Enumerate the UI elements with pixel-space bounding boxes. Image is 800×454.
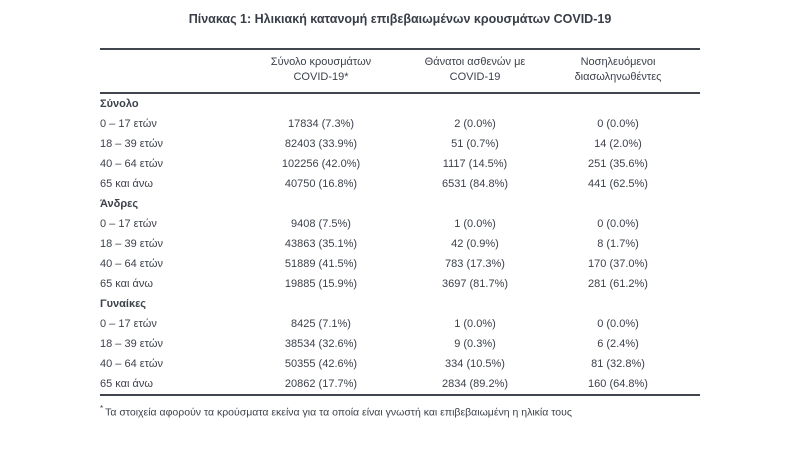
deaths-cell: 783 (17.3%) <box>445 258 505 270</box>
deaths-cell: 51 (0.7%) <box>451 138 499 150</box>
table-row: 18 – 39 ετών 43863 (35.1%) 42 (0.9%) 8 (… <box>100 234 700 254</box>
table-row: 65 και άνω 40750 (16.8%) 6531 (84.8%) 44… <box>100 174 700 194</box>
col-header-total-cases: Σύνολο κρουσμάτων COVID-19* <box>228 49 414 94</box>
col-header-intubated-line2: διασωληνωθέντες <box>574 71 662 83</box>
table-row: 0 – 17 ετών 8425 (7.1%) 1 (0.0%) 0 (0.0%… <box>100 314 700 334</box>
table-row: 65 και άνω 20862 (17.7%) 2834 (89.2%) 16… <box>100 374 700 395</box>
intubated-cell: 0 (0.0%) <box>597 318 639 330</box>
section-label-women: Γυναίκες <box>100 298 147 310</box>
age-group-cell: 18 – 39 ετών <box>100 338 163 350</box>
section-row-women: Γυναίκες <box>100 294 700 314</box>
empty-header-cell <box>100 49 228 94</box>
age-group-cell: 40 – 64 ετών <box>100 358 163 370</box>
age-group-cell: 65 και άνω <box>100 178 153 190</box>
intubated-cell: 160 (64.8%) <box>588 378 648 390</box>
age-group-cell: 18 – 39 ετών <box>100 238 163 250</box>
deaths-cell: 3697 (81.7%) <box>441 278 509 290</box>
age-group-cell: 0 – 17 ετών <box>100 318 157 330</box>
age-group-cell: 0 – 17 ετών <box>100 118 157 130</box>
intubated-cell: 8 (1.7%) <box>597 238 639 250</box>
deaths-cell: 1 (0.0%) <box>454 218 496 230</box>
age-group-cell: 40 – 64 ετών <box>100 258 163 270</box>
section-row-total: Σύνολο <box>100 93 700 114</box>
table-row: 65 και άνω 19885 (15.9%) 3697 (81.7%) 28… <box>100 274 700 294</box>
table-row: 18 – 39 ετών 82403 (33.9%) 51 (0.7%) 14 … <box>100 134 700 154</box>
deaths-cell: 1 (0.0%) <box>454 318 496 330</box>
table-row: 40 – 64 ετών 50355 (42.6%) 334 (10.5%) 8… <box>100 354 700 374</box>
section-row-men: Άνδρες <box>100 194 700 214</box>
page-title: Πίνακας 1: Ηλικιακή κατανομή επιβεβαιωμέ… <box>188 12 612 26</box>
age-group-cell: 18 – 39 ετών <box>100 138 163 150</box>
table-row: 0 – 17 ετών 9408 (7.5%) 1 (0.0%) 0 (0.0%… <box>100 214 700 234</box>
cases-cell: 43863 (35.1%) <box>284 238 358 250</box>
section-label-men: Άνδρες <box>100 198 139 210</box>
col-header-total-cases-line2: COVID-19* <box>293 71 349 83</box>
intubated-cell: 14 (2.0%) <box>594 138 642 150</box>
intubated-cell: 441 (62.5%) <box>588 178 648 190</box>
table-body: Σύνολο 0 – 17 ετών 17834 (7.3%) 2 (0.0%)… <box>100 93 700 395</box>
col-header-deaths-line2: COVID-19 <box>449 71 501 83</box>
table-header: Σύνολο κρουσμάτων COVID-19* Θάνατοι ασθε… <box>100 49 700 94</box>
table-row: 0 – 17 ετών 17834 (7.3%) 2 (0.0%) 0 (0.0… <box>100 114 700 134</box>
cases-cell: 9408 (7.5%) <box>291 218 351 230</box>
intubated-cell: 281 (61.2%) <box>588 278 648 290</box>
deaths-cell: 2834 (89.2%) <box>441 378 509 390</box>
col-header-deaths-line1: Θάνατοι ασθενών με <box>424 56 526 68</box>
table-row: 18 – 39 ετών 38534 (32.6%) 9 (0.3%) 6 (2… <box>100 334 700 354</box>
intubated-cell: 0 (0.0%) <box>597 218 639 230</box>
table-row: 40 – 64 ετών 102256 (42.0%) 1117 (14.5%)… <box>100 154 700 174</box>
age-group-cell: 65 και άνω <box>100 378 153 390</box>
age-group-cell: 40 – 64 ετών <box>100 158 163 170</box>
age-group-cell: 65 και άνω <box>100 278 153 290</box>
cases-cell: 38534 (32.6%) <box>284 338 358 350</box>
col-header-intubated: Νοσηλευόμενοι διασωληνωθέντες <box>536 49 700 94</box>
intubated-cell: 0 (0.0%) <box>597 118 639 130</box>
cases-cell: 51889 (41.5%) <box>284 258 358 270</box>
deaths-cell: 9 (0.3%) <box>454 338 496 350</box>
intubated-cell: 251 (35.6%) <box>588 158 648 170</box>
table-row: 40 – 64 ετών 51889 (41.5%) 783 (17.3%) 1… <box>100 254 700 274</box>
deaths-cell: 334 (10.5%) <box>445 358 505 370</box>
intubated-cell: 81 (32.8%) <box>591 358 645 370</box>
cases-cell: 19885 (15.9%) <box>284 278 358 290</box>
footnote-marker: * <box>100 404 104 413</box>
deaths-cell: 42 (0.9%) <box>451 238 499 250</box>
cases-cell: 102256 (42.0%) <box>281 158 361 170</box>
col-header-total-cases-line1: Σύνολο κρουσμάτων <box>270 56 372 68</box>
table-header-row: Σύνολο κρουσμάτων COVID-19* Θάνατοι ασθε… <box>100 49 700 94</box>
col-header-deaths: Θάνατοι ασθενών με COVID-19 <box>414 49 536 94</box>
cases-cell: 82403 (33.9%) <box>284 138 358 150</box>
cases-cell: 50355 (42.6%) <box>284 358 358 370</box>
col-header-intubated-line1: Νοσηλευόμενοι <box>580 56 656 68</box>
table-footnote: * Τα στοιχεία αφορούν τα κρούσματα εκείνα… <box>100 402 700 420</box>
cases-cell: 20862 (17.7%) <box>284 378 358 390</box>
deaths-cell: 6531 (84.8%) <box>441 178 509 190</box>
footnote-text: Τα στοιχεία αφορούν τα κρούσματα εκείνα … <box>105 406 572 419</box>
cases-cell: 40750 (16.8%) <box>284 178 358 190</box>
intubated-cell: 6 (2.4%) <box>597 338 639 350</box>
covid-age-distribution-table: Σύνολο κρουσμάτων COVID-19* Θάνατοι ασθε… <box>100 48 700 396</box>
age-group-cell: 0 – 17 ετών <box>100 218 157 230</box>
deaths-cell: 1117 (14.5%) <box>442 158 508 170</box>
deaths-cell: 2 (0.0%) <box>454 118 496 130</box>
intubated-cell: 170 (37.0%) <box>588 258 648 270</box>
cases-cell: 17834 (7.3%) <box>287 118 355 130</box>
cases-cell: 8425 (7.1%) <box>291 318 351 330</box>
section-label-total: Σύνολο <box>100 98 139 110</box>
